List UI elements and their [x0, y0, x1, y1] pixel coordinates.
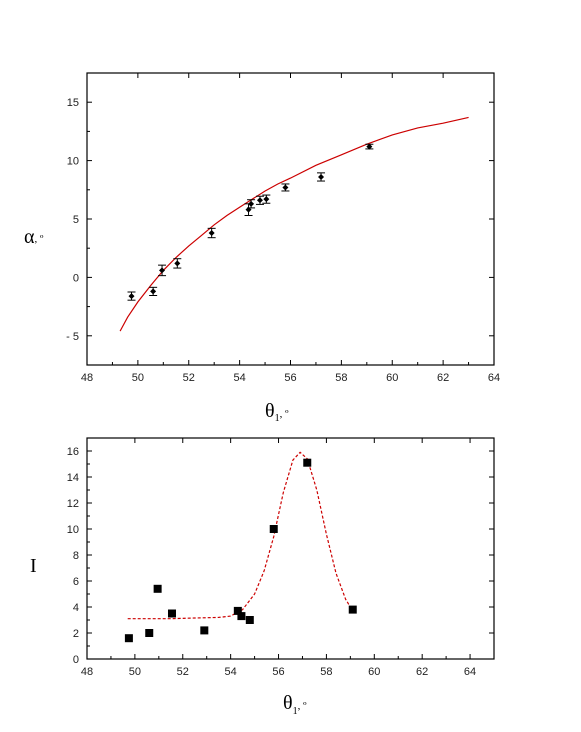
x-tick-label: 48: [81, 666, 93, 678]
data-point: [150, 288, 157, 295]
intensity-vs-theta-plot: 48 50 52 54 56 58 60 62 64 0 2 4 6 8 10 12 14 16: [67, 437, 495, 678]
data-point: [237, 612, 246, 621]
x-tick-label: 62: [416, 666, 428, 678]
top-x-axis-label: θ1, º: [265, 400, 289, 424]
data-point: [318, 173, 325, 180]
x-tick-label: 54: [234, 372, 246, 384]
fit-curve: [127, 451, 354, 620]
data-point: [366, 143, 373, 150]
data-point: [208, 230, 215, 237]
data-point: [348, 605, 357, 614]
y-tick-label: 15: [67, 97, 79, 109]
data-point: [263, 196, 270, 203]
data-point: [159, 267, 166, 274]
x-tick-label: 50: [129, 666, 141, 678]
x-tick-label: 64: [464, 666, 476, 678]
x-tick-label: 52: [183, 372, 195, 384]
y-tick-label: 10: [67, 524, 79, 536]
x-tick-label: 50: [132, 372, 144, 384]
y-tick-label: 6: [73, 576, 79, 588]
data-point: [145, 629, 154, 637]
data-point: [282, 184, 289, 191]
plot-frame: [86, 437, 495, 660]
data-point: [245, 616, 254, 624]
x-tick-label: 64: [488, 372, 500, 384]
y-tick-label: 16: [67, 446, 79, 458]
fit-curve: [119, 116, 469, 332]
x-tick-label: 58: [335, 372, 347, 384]
x-tick-label: 48: [81, 372, 93, 384]
y-tick-label: 0: [73, 272, 79, 284]
bottom-x-axis-label: θ1, º: [283, 692, 307, 717]
y-tick-label: 12: [67, 498, 79, 510]
x-tick-label: 52: [177, 666, 189, 678]
data-point: [124, 634, 133, 643]
y-tick-label: 14: [67, 472, 79, 484]
data-point: [303, 458, 312, 467]
data-point: [167, 609, 176, 618]
x-tick-label: 56: [284, 372, 296, 384]
data-point: [256, 197, 263, 204]
y-tick-label: 4: [73, 602, 79, 614]
bottom-y-axis-label: I: [30, 555, 37, 577]
alpha-vs-theta-plot: 48 50 52 54 56 58 60 62 64 - 5 0 5 10 15: [66, 72, 500, 384]
x-tick-label: 60: [386, 372, 398, 384]
x-tick-label: 60: [368, 666, 380, 678]
data-point: [174, 260, 181, 267]
data-point: [153, 584, 162, 593]
data-point: [128, 293, 135, 300]
data-point: [248, 200, 255, 207]
x-tick-label: 58: [320, 666, 332, 678]
plot-frame: [86, 72, 495, 366]
data-point: [269, 525, 278, 533]
data-point: [233, 606, 242, 615]
x-tick-label: 54: [225, 666, 237, 678]
y-tick-label: 10: [67, 156, 79, 168]
y-tick-label: - 5: [66, 331, 79, 343]
y-tick-label: 0: [73, 654, 79, 666]
y-tick-label: 5: [73, 214, 79, 226]
y-tick-label: 2: [73, 628, 79, 640]
x-tick-label: 56: [272, 666, 284, 678]
data-point: [200, 626, 209, 635]
y-tick-label: 8: [73, 550, 79, 562]
x-tick-label: 62: [437, 372, 449, 384]
top-y-axis-label: α, º: [24, 226, 44, 248]
